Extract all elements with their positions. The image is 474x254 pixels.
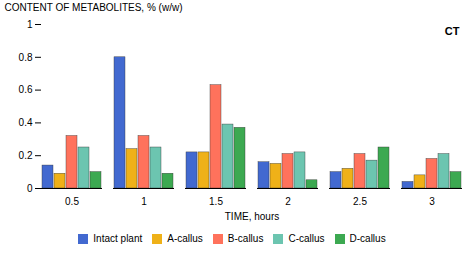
svg-text:0.4: 0.4 — [19, 117, 33, 128]
svg-text:1: 1 — [27, 19, 33, 30]
svg-text:2: 2 — [285, 196, 291, 207]
svg-text:0.5: 0.5 — [65, 196, 79, 207]
svg-text:1.5: 1.5 — [209, 196, 223, 207]
html-text:B-callus: B-callus — [227, 233, 264, 244]
svg-text:TIME, hours: TIME, hours — [225, 211, 279, 222]
svg-text:2.5: 2.5 — [353, 196, 367, 207]
svg-text:0.6: 0.6 — [19, 84, 33, 95]
svg-text:3: 3 — [429, 196, 435, 207]
svg-text:CT: CT — [445, 25, 460, 37]
svg-text:0: 0 — [27, 183, 33, 194]
svg-text:CONTENT OF METABOLITES, % (w/w: CONTENT OF METABOLITES, % (w/w) — [5, 2, 183, 13]
html-text:Intact plant: Intact plant — [93, 233, 143, 244]
svg-text:0.2: 0.2 — [19, 150, 33, 161]
svg-text:0.8: 0.8 — [19, 52, 33, 63]
html-text:D-callus: D-callus — [349, 233, 386, 244]
svg-text:1: 1 — [141, 196, 147, 207]
html-text:C-callus: C-callus — [288, 233, 325, 244]
html-text:A-callus: A-callus — [167, 233, 203, 244]
